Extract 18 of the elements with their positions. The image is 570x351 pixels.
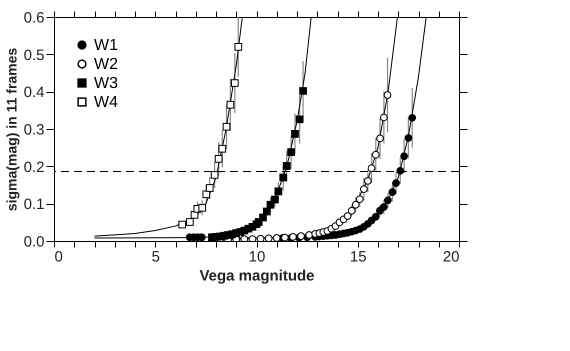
y-tick-label: 0.6 — [24, 10, 44, 26]
legend-label: W3 — [94, 75, 118, 92]
x-tick-label: 0 — [54, 248, 63, 266]
y-tick-label: 0.0 — [24, 234, 44, 250]
y-axis-title: sigma(mag) in 11 frames — [4, 48, 20, 212]
y-tick-label: 0.1 — [24, 196, 44, 214]
legend-label: W4 — [94, 94, 118, 111]
x-axis-title: Vega magnitude — [199, 268, 315, 284]
x-tick-label: 20 — [442, 248, 460, 266]
x-tick-label: 15 — [350, 248, 367, 266]
legend-label: W2 — [94, 56, 118, 73]
y-tick-label: 0.2 — [24, 158, 44, 176]
x-tick-label: 5 — [152, 248, 160, 266]
y-tick-label: 0.5 — [24, 46, 44, 64]
legend-label: W1 — [94, 37, 118, 54]
y-tick-label: 0.3 — [24, 122, 44, 138]
y-tick-label: 0.4 — [24, 84, 44, 102]
x-tick-label: 10 — [248, 248, 266, 266]
